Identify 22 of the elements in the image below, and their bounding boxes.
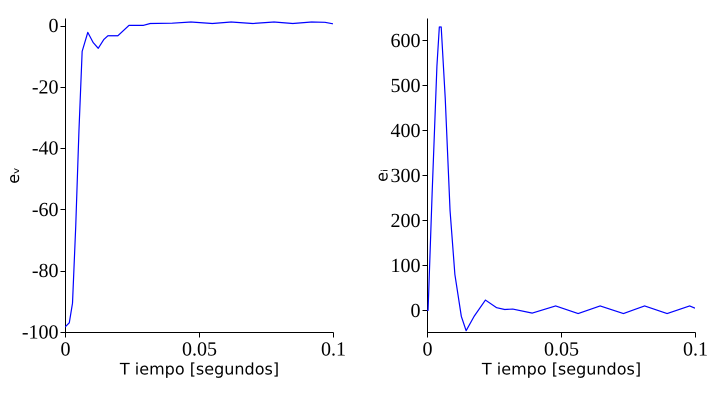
y-tick-label: 400: [390, 120, 420, 142]
y-tick-label: -40: [32, 138, 58, 160]
x-axis-title: T iempo [segundos]: [480, 360, 642, 378]
y-tick-label: 600: [390, 30, 420, 52]
y-tick-label: 0: [410, 300, 420, 322]
y-tick-label: 300: [390, 164, 420, 187]
y-tick-label: -80: [32, 260, 58, 282]
x-tick-label: 0.05: [182, 338, 217, 360]
y-axis-title: eᵢ: [372, 169, 392, 182]
x-axis-title: T iempo [segundos]: [118, 360, 280, 378]
y-tick-label: 0: [48, 15, 58, 38]
y-tick-label: -60: [32, 198, 58, 221]
y-tick-label: 100: [390, 254, 420, 277]
x-tick-label: 0.1: [683, 338, 708, 360]
x-tick-label: 0.05: [544, 338, 579, 360]
y-tick-label: -100: [22, 322, 58, 344]
y-tick-label: 500: [390, 74, 420, 97]
y-axis-title: eᵥ: [4, 167, 23, 184]
y-tick-label: 200: [390, 210, 420, 232]
x-tick-label: 0.1: [321, 338, 346, 360]
y-tick-label: -20: [32, 76, 58, 98]
line-series: [65, 21, 333, 328]
